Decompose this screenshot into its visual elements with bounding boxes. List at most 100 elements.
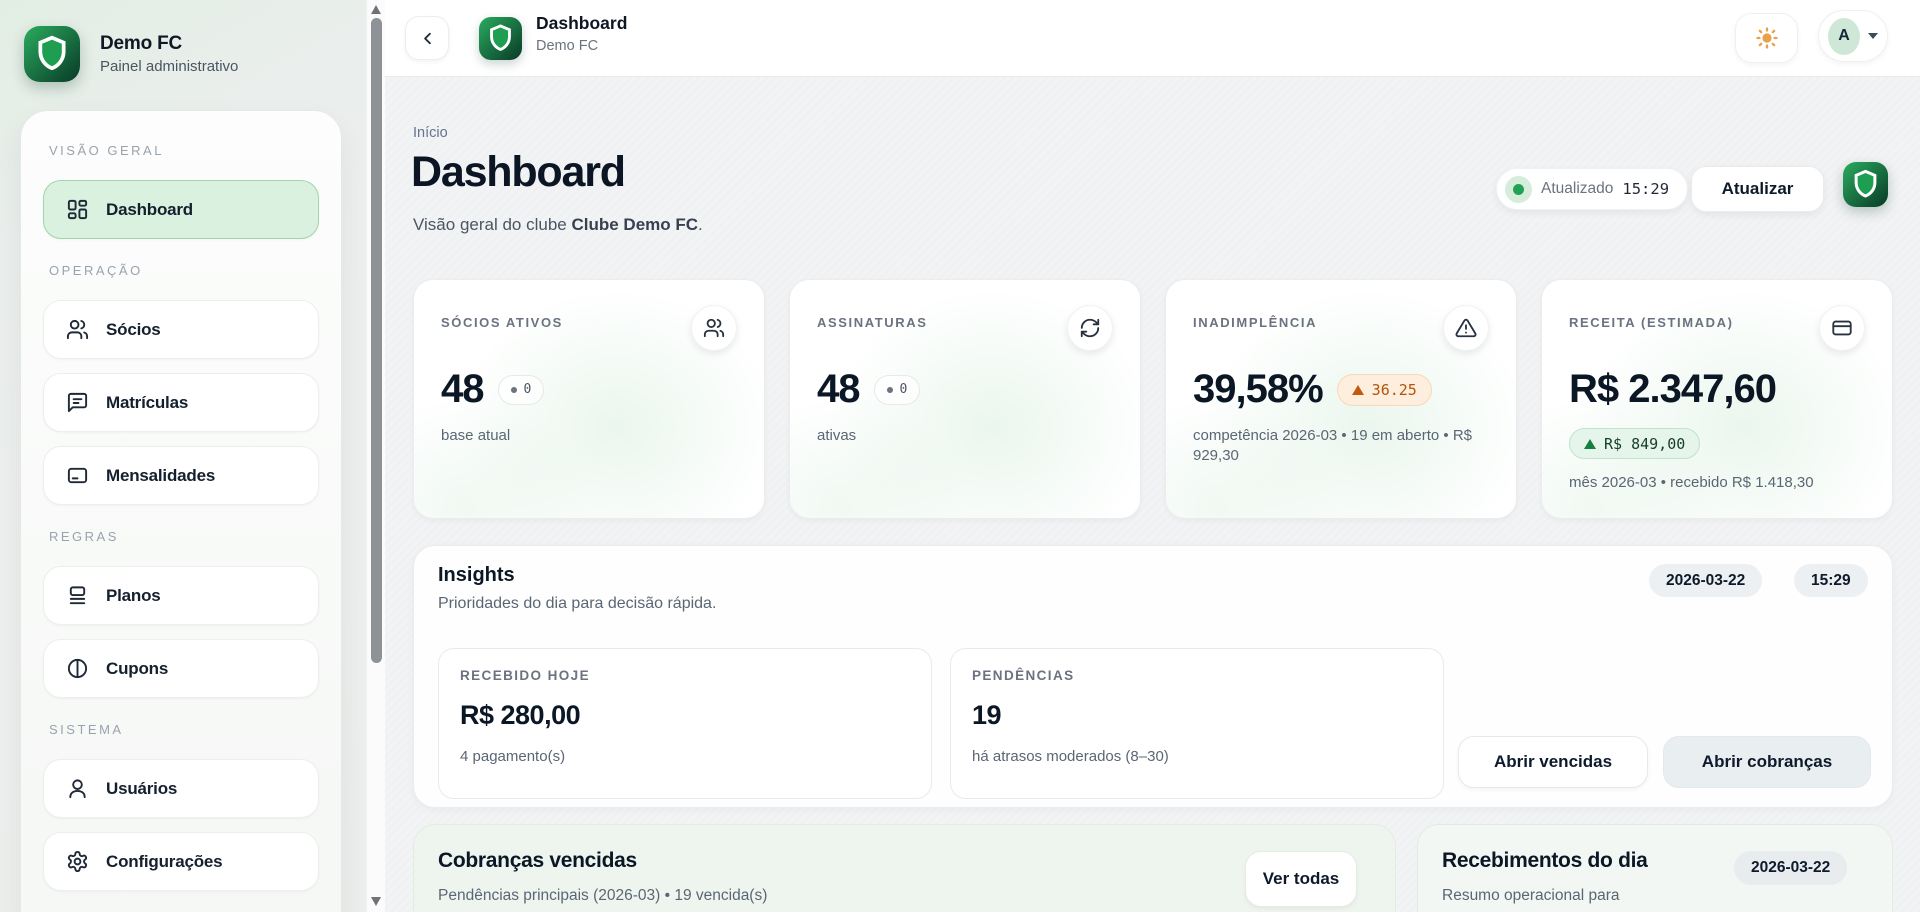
kpi-label: SÓCIOS ATIVOS (441, 315, 563, 330)
sidebar-item-label: Sócios (106, 319, 161, 339)
nav-section-overview: VISÃO GERAL (49, 143, 164, 158)
main-content: Dashboard Demo FC A Início Dashboard Vis… (385, 0, 1920, 912)
alert-triangle-icon (1443, 305, 1489, 351)
sidebar-item-socios[interactable]: Sócios (43, 300, 319, 359)
insight-value: 19 (972, 700, 1002, 730)
dashboard-icon (66, 198, 89, 221)
kpi-delta-badge-positive: R$ 849,00 (1569, 428, 1701, 459)
kpi-card-socios-ativos: SÓCIOS ATIVOS 48 0 base atual (413, 279, 765, 519)
sidebar-item-label: Mensalidades (106, 465, 216, 485)
kpi-description: base atual (441, 427, 511, 444)
club-logo-header (1843, 162, 1888, 207)
scroll-up-arrow[interactable] (371, 5, 382, 15)
insights-title: Insights (438, 564, 515, 586)
daily-receipts-panel: Recebimentos do dia 2026-03-22 Resumo op… (1417, 824, 1893, 912)
kpi-value: 39,58% (1193, 367, 1324, 411)
page-title: Dashboard (411, 148, 626, 196)
kpi-value: R$ 2.347,60 (1569, 367, 1777, 411)
updated-status-badge: Atualizado 15:29 (1496, 168, 1689, 210)
nav-section-system: SISTEMA (49, 722, 124, 737)
chevron-left-icon (418, 29, 437, 48)
club-name: Clube Demo FC (571, 215, 699, 234)
insights-date-badge: 2026-03-22 (1649, 564, 1763, 597)
plans-icon (66, 584, 89, 607)
receipts-date-badge: 2026-03-22 (1734, 851, 1848, 885)
sidebar-item-label: Dashboard (106, 199, 193, 219)
coupon-icon (66, 657, 89, 680)
theme-toggle-button[interactable] (1735, 13, 1798, 63)
receipts-panel-subtitle: Resumo operacional para (1442, 887, 1620, 904)
kpi-delta-value: R$ 849,00 (1604, 434, 1686, 453)
club-logo (24, 26, 80, 82)
users-icon (66, 318, 89, 341)
view-all-button[interactable]: Ver todas (1245, 851, 1357, 907)
dot-icon (886, 386, 893, 393)
sidebar-item-configuracoes[interactable]: Configurações (43, 832, 319, 891)
insights-subtitle: Prioridades do dia para decisão rápida. (438, 595, 717, 612)
insight-value: R$ 280,00 (460, 700, 581, 730)
scroll-down-arrow[interactable] (371, 897, 382, 907)
insight-description: há atrasos moderados (8–30) (972, 748, 1169, 765)
kpi-delta-value: 0 (899, 382, 908, 397)
nav-section-operation: OPERAÇÃO (49, 263, 143, 278)
page-subtitle-period: . (698, 215, 703, 234)
refresh-button[interactable]: Atualizar (1691, 166, 1824, 212)
kpi-label: ASSINATURAS (817, 315, 928, 330)
sun-icon (1755, 26, 1779, 50)
sidebar-item-label: Configurações (106, 851, 223, 871)
user-menu[interactable]: A (1818, 10, 1888, 62)
page-subtitle-text: Visão geral do clube (413, 215, 572, 234)
kpi-value: 48 (441, 367, 484, 411)
topbar-subtitle: Demo FC (536, 38, 599, 54)
trend-up-icon (1351, 384, 1364, 395)
sidebar-item-cupons[interactable]: Cupons (43, 639, 319, 698)
sidebar-item-mensalidades[interactable]: Mensalidades (43, 446, 319, 505)
status-time: 15:29 (1622, 180, 1670, 198)
sidebar-item-dashboard[interactable]: Dashboard (43, 180, 319, 239)
status-dot-icon (1505, 175, 1532, 203)
avatar: A (1828, 17, 1860, 55)
dot-icon (510, 386, 517, 393)
kpi-card-receita: RECEITA (ESTIMADA) R$ 2.347,60 R$ 849,00… (1541, 279, 1893, 519)
sidebar: Demo FC Painel administrativo VISÃO GERA… (0, 0, 366, 912)
open-charges-button[interactable]: Abrir cobranças (1663, 736, 1871, 788)
trend-up-icon (1584, 438, 1596, 449)
refresh-icon (1067, 305, 1113, 351)
credit-card-icon (1819, 305, 1865, 351)
kpi-delta-badge: 0 (497, 374, 545, 405)
breadcrumb[interactable]: Início (413, 125, 448, 141)
payment-card-icon (66, 464, 89, 487)
chevron-down-icon (1868, 33, 1878, 39)
kpi-description: ativas (817, 427, 857, 444)
topbar-title: Dashboard (536, 13, 628, 33)
back-button[interactable] (405, 16, 449, 60)
kpi-card-inadimplencia: INADIMPLÊNCIA 39,58% 36.25 competência 2… (1165, 279, 1517, 519)
sidebar-item-label: Matrículas (106, 392, 189, 412)
open-overdue-button[interactable]: Abrir vencidas (1458, 736, 1648, 788)
insights-time-badge: 15:29 (1794, 564, 1868, 597)
sidebar-item-label: Usuários (106, 778, 178, 798)
kpi-card-assinaturas: ASSINATURAS 48 0 ativas (789, 279, 1141, 519)
insights-panel: Insights Prioridades do dia para decisão… (413, 545, 1893, 808)
users-icon (691, 305, 737, 351)
status-label: Atualizado (1541, 180, 1614, 197)
club-logo-small (479, 17, 522, 60)
sidebar-item-usuarios[interactable]: Usuários (43, 759, 319, 818)
sidebar-item-planos[interactable]: Planos (43, 566, 319, 625)
insight-label: RECEBIDO HOJE (460, 668, 590, 683)
receipts-panel-title: Recebimentos do dia (1442, 849, 1648, 872)
page-subtitle: Visão geral do clube Clube Demo FC. (413, 215, 703, 235)
insight-description: 4 pagamento(s) (460, 748, 566, 765)
overdue-charges-panel: Cobranças vencidas Pendências principais… (413, 824, 1396, 912)
overdue-panel-title: Cobranças vencidas (438, 849, 637, 872)
brand-name: Demo FC (100, 33, 182, 54)
brand-block: Demo FC Painel administrativo (24, 26, 238, 82)
sidebar-item-matriculas[interactable]: Matrículas (43, 373, 319, 432)
scrollbar-thumb[interactable] (371, 18, 382, 663)
topbar: Dashboard Demo FC A (385, 0, 1920, 77)
sidebar-scrollbar[interactable] (366, 0, 385, 912)
sidebar-item-label: Cupons (106, 658, 169, 678)
brand-subtitle: Painel administrativo (100, 58, 239, 75)
kpi-label: INADIMPLÊNCIA (1193, 315, 1318, 330)
sidebar-nav: VISÃO GERAL Dashboard OPERAÇÃO Sócios Ma… (20, 110, 342, 912)
